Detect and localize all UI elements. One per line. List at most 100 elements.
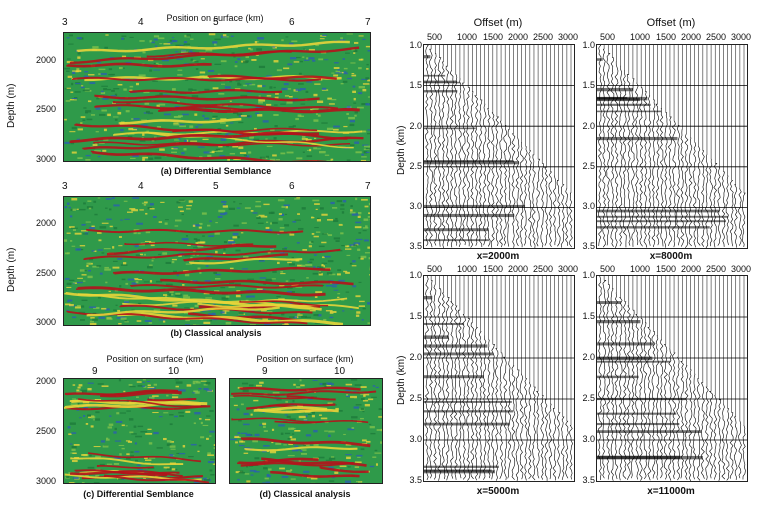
gather-label-2: x=8000m [649, 251, 693, 262]
offset-tick: 2000 [681, 264, 702, 274]
depth-km-tick: 2.5 [409, 161, 422, 171]
offset-tick: 3000 [731, 32, 752, 42]
gather-label-4: x=11000m [647, 486, 695, 497]
gather-x5000 [423, 275, 575, 482]
depth-km-tick: 2.0 [409, 352, 422, 362]
depth-km-ticks-3: 1.0 1.5 2.0 2.5 3.0 3.5 [396, 270, 422, 485]
x-tick: 5 [213, 181, 219, 192]
depth-tick: 3000 [35, 317, 56, 327]
offset-tick: 500 [600, 264, 616, 274]
seismic-image-a [63, 32, 371, 162]
offset-ticks-2: 500 1000 1500 2000 2500 3000 [596, 32, 751, 44]
depth-tick: 2500 [35, 268, 56, 278]
axis-title-d: Position on surface (km) [256, 354, 354, 364]
depth-km-tick: 2.5 [582, 393, 595, 403]
depth-km-ticks-1: 1.0 1.5 2.0 2.5 3.0 3.5 [396, 40, 422, 252]
depth-km-tick: 1.0 [409, 270, 422, 280]
depth-km-tick: 1.0 [582, 270, 595, 280]
offset-tick: 2500 [706, 32, 727, 42]
offset-tick: 1500 [483, 264, 504, 274]
depth-km-ticks-2: 1.0 1.5 2.0 2.5 3.0 3.5 [569, 40, 595, 252]
caption-c: (c) Differential Semblance [83, 489, 194, 499]
caption-b: (b) Classical analysis [170, 328, 262, 338]
depth-km-tick: 2.5 [582, 161, 595, 171]
axis-title-a: Position on surface (km) [166, 13, 264, 23]
seismic-image-b [63, 196, 371, 326]
depth-km-tick: 2.0 [582, 121, 595, 131]
offset-tick: 2000 [508, 32, 529, 42]
x-tick: 6 [289, 17, 295, 28]
depth-km-tick: 3.0 [409, 201, 422, 211]
offset-tick: 3000 [558, 32, 579, 42]
depth-km-tick: 1.5 [409, 80, 422, 90]
offset-tick: 2500 [533, 264, 554, 274]
depth-km-tick: 2.0 [409, 121, 422, 131]
offset-tick: 1000 [457, 264, 478, 274]
offset-tick: 500 [600, 32, 616, 42]
offset-tick: 2500 [533, 32, 554, 42]
offset-tick: 1500 [656, 264, 677, 274]
gather-x8000 [596, 44, 748, 249]
offset-ticks-3: 500 1000 1500 2000 2500 3000 [423, 264, 578, 276]
offset-title-1: Offset (m) [473, 17, 523, 29]
offset-tick: 1000 [630, 264, 651, 274]
depth-km-tick: 3.0 [582, 434, 595, 444]
gather-label-1: x=2000m [476, 251, 520, 262]
depth-km-tick: 1.5 [409, 311, 422, 321]
depth-tick: 2000 [35, 376, 56, 386]
x-tick: 5 [213, 17, 219, 28]
depth-km-tick: 1.0 [582, 40, 595, 50]
x-tick: 7 [365, 17, 371, 28]
offset-title-2: Offset (m) [646, 17, 696, 29]
depth-tick: 2000 [35, 218, 56, 228]
x-tick: 6 [289, 181, 295, 192]
depth-km-tick: 3.5 [409, 241, 422, 251]
x-tick: 4 [138, 181, 144, 192]
offset-tick: 2000 [681, 32, 702, 42]
x-tick: 10 [168, 366, 180, 377]
seismic-image-c [63, 378, 216, 484]
depth-km-tick: 3.0 [582, 201, 595, 211]
depth-km-tick: 1.5 [582, 80, 595, 90]
x-tick: 9 [92, 366, 98, 377]
depth-tick: 3000 [35, 476, 56, 486]
depth-tick: 2500 [35, 104, 56, 114]
depth-km-ticks-4: 1.0 1.5 2.0 2.5 3.0 3.5 [569, 270, 595, 485]
gather-x11000 [596, 275, 748, 482]
x-tick: 4 [138, 17, 144, 28]
depth-km-tick: 3.0 [409, 434, 422, 444]
offset-tick: 1500 [656, 32, 677, 42]
offset-ticks-4: 500 1000 1500 2000 2500 3000 [596, 264, 751, 276]
x-tick: 9 [262, 366, 268, 377]
offset-tick: 2000 [508, 264, 529, 274]
x-ticks-b: 3 4 5 6 7 [62, 181, 372, 195]
gather-x2000 [423, 44, 575, 249]
axis-title-c: Position on surface (km) [106, 354, 204, 364]
x-tick: 7 [365, 181, 371, 192]
depth-km-tick: 2.5 [409, 393, 422, 403]
x-tick: 3 [62, 17, 68, 28]
offset-tick: 1000 [457, 32, 478, 42]
depth-km-tick: 1.5 [582, 311, 595, 321]
x-tick: 3 [62, 181, 68, 192]
x-tick: 10 [334, 366, 346, 377]
offset-tick: 500 [427, 264, 443, 274]
depth-km-tick: 3.5 [582, 475, 595, 485]
depth-km-tick: 2.0 [582, 352, 595, 362]
offset-tick: 2500 [706, 264, 727, 274]
x-ticks-a: 3 4 5 6 7 [62, 17, 372, 31]
offset-tick: 1500 [483, 32, 504, 42]
depth-km-tick: 3.5 [409, 475, 422, 485]
depth-tick: 2000 [35, 55, 56, 65]
depth-label-a: Depth (m) [6, 83, 17, 128]
offset-ticks-1: 500 1000 1500 2000 2500 3000 [423, 32, 578, 44]
caption-d: (d) Classical analysis [259, 489, 351, 499]
depth-label-b: Depth (m) [6, 247, 17, 292]
depth-tick: 2500 [35, 426, 56, 436]
depth-km-tick: 1.0 [409, 40, 422, 50]
gather-label-3: x=5000m [476, 486, 520, 497]
offset-tick: 3000 [558, 264, 579, 274]
seismic-image-d [229, 378, 383, 484]
caption-a: (a) Differential Semblance [160, 166, 272, 176]
offset-tick: 3000 [731, 264, 752, 274]
